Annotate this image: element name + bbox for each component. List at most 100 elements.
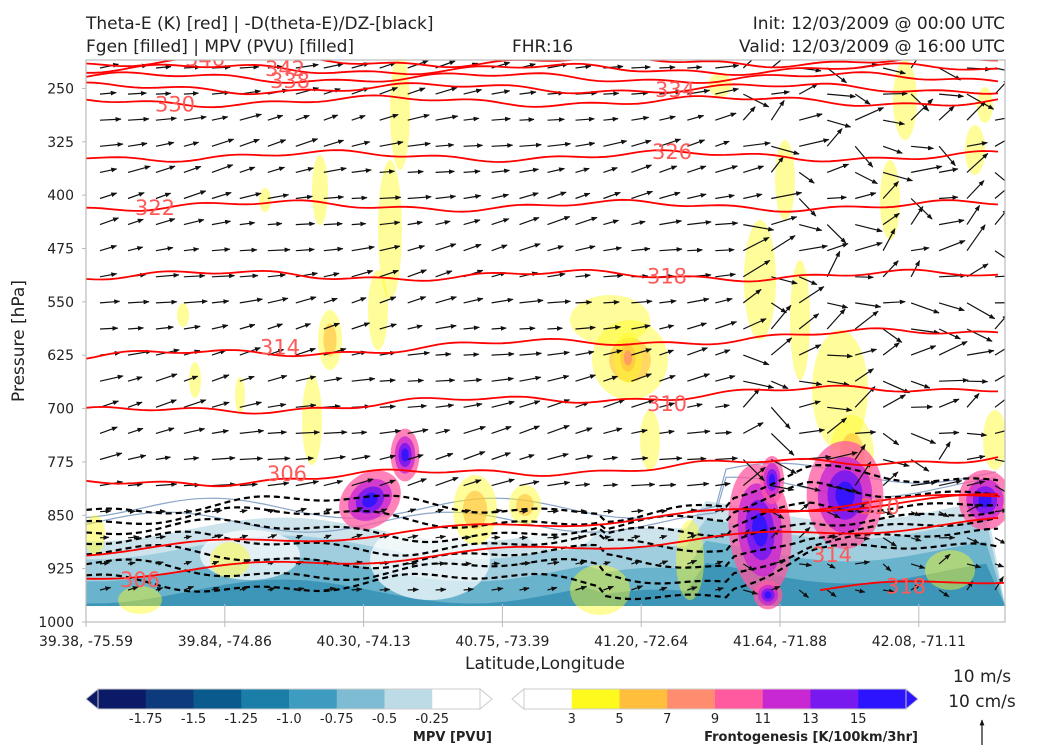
wind-vector — [407, 350, 431, 356]
wind-vector — [911, 404, 933, 410]
reference-vector-vertical: 10 cm/s — [948, 692, 1016, 712]
wind-vector — [854, 386, 876, 408]
theta-e-contour — [86, 62, 999, 76]
wind-vector — [239, 273, 259, 279]
wind-vector — [407, 245, 426, 252]
x-tick-label: 42.08, -71.11 — [872, 634, 966, 650]
wind-vector — [407, 454, 424, 461]
wind-vector — [799, 400, 821, 408]
wind-vector — [687, 247, 703, 253]
wind-vector — [882, 171, 913, 182]
colorbars: -1.75 -1.5 -1.25 -1.0 -0.75 -0.5 -0.25 MPV [PVU… — [85, 667, 1016, 745]
wind-vector — [547, 425, 570, 434]
wind-vector — [547, 480, 571, 487]
wind-vector — [939, 195, 959, 200]
fgen-colorbar-swatch — [524, 689, 573, 709]
wind-vector — [463, 509, 472, 514]
wind-vector — [743, 141, 771, 147]
wind-vector — [659, 482, 677, 488]
wind-vector — [351, 507, 364, 513]
wind-vector — [715, 297, 733, 304]
wind-vector — [603, 191, 621, 200]
wind-vector — [687, 220, 712, 226]
wind-vector — [351, 221, 367, 227]
wind-vector — [323, 430, 348, 435]
fgen-colorbar-tick: 3 — [568, 712, 576, 727]
theta-e-contour — [86, 384, 998, 415]
wind-vector — [407, 141, 431, 147]
wind-vector — [379, 296, 397, 304]
fgen-fill — [893, 60, 917, 140]
wind-vector — [519, 586, 530, 592]
y-tick-label: 400 — [47, 188, 74, 204]
wind-vector — [295, 323, 312, 330]
fgen-fill — [302, 375, 322, 465]
wind-vector — [239, 323, 256, 330]
wind-vector — [631, 373, 652, 382]
wind-vector — [547, 350, 570, 356]
wind-vector — [435, 114, 459, 121]
wind-vector — [463, 377, 483, 383]
wind-vector — [910, 165, 943, 173]
ddz-contour — [86, 463, 999, 524]
wind-vector — [491, 376, 514, 382]
wind-vector — [938, 340, 968, 356]
wind-vector — [295, 347, 316, 356]
wind-vector — [603, 375, 619, 382]
wind-vector — [267, 456, 291, 461]
wind-vector — [519, 480, 540, 487]
fgen-fill — [177, 303, 189, 327]
wind-vector — [211, 219, 232, 226]
wind-vector — [379, 169, 396, 175]
fgen-fill — [790, 260, 810, 380]
wind-vector — [295, 507, 307, 513]
wind-vector — [435, 220, 451, 226]
wind-vector — [295, 375, 317, 382]
wind-vector — [910, 583, 921, 591]
wind-vector — [687, 322, 708, 330]
wind-vector — [491, 116, 511, 122]
wind-vector — [155, 373, 178, 382]
theta-e-label: 346 — [185, 47, 225, 71]
wind-vector — [966, 224, 986, 252]
wind-vector — [687, 534, 698, 539]
wind-vector — [659, 534, 668, 540]
wind-vector — [771, 485, 795, 492]
wind-vector — [183, 456, 200, 461]
wind-vector — [575, 508, 588, 514]
wind-vector — [743, 236, 770, 252]
y-tick-label: 700 — [47, 402, 74, 418]
wind-vector — [715, 272, 736, 278]
wind-vector — [239, 166, 256, 173]
wind-vector — [379, 195, 402, 201]
wind-vector — [127, 246, 144, 252]
wind-vector — [351, 245, 375, 252]
theta-e-label: 306 — [120, 568, 160, 592]
wind-vector — [435, 169, 455, 175]
y-tick-label: 775 — [47, 455, 74, 471]
fgen-colorbar-frame — [523, 688, 907, 710]
wind-vector — [211, 115, 229, 121]
wind-vector — [826, 308, 846, 330]
wind-vector — [547, 535, 560, 540]
wind-vector — [770, 406, 791, 430]
wind-vector — [211, 138, 235, 147]
wind-vector — [770, 432, 795, 456]
reference-vector-horizontal: 10 m/s — [953, 667, 1011, 687]
wind-vector — [519, 243, 541, 252]
wind-vector — [827, 485, 859, 493]
wind-vector — [855, 191, 877, 200]
wind-vector — [659, 65, 676, 70]
wind-vector — [715, 220, 739, 226]
wind-vector — [491, 508, 503, 514]
wind-vector — [407, 296, 427, 304]
wind-vector — [323, 246, 344, 252]
theta-e-contour — [86, 493, 998, 557]
wind-vector — [687, 193, 707, 200]
wind-vector — [267, 481, 290, 487]
wind-vector — [575, 454, 594, 461]
wind-vector — [575, 216, 598, 226]
theta-e-contour — [759, 493, 1001, 513]
wind-vector — [211, 401, 230, 408]
